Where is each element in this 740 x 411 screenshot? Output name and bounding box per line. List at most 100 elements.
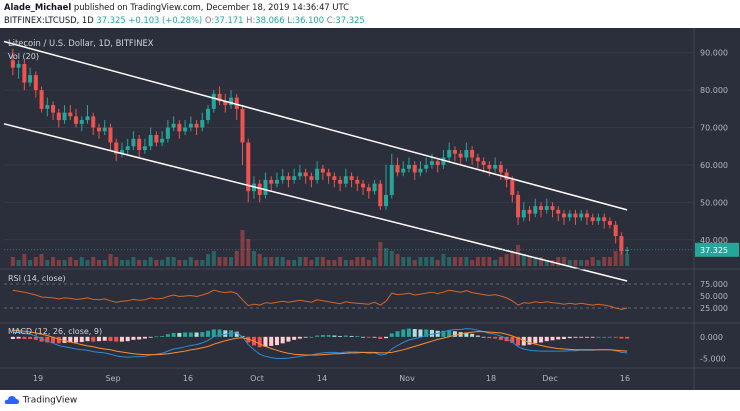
macd-histogram-bar bbox=[384, 336, 389, 339]
macd-histogram-bar bbox=[131, 336, 136, 340]
candle-body bbox=[343, 176, 348, 184]
macd-histogram-bar bbox=[96, 336, 101, 342]
volume-bars bbox=[10, 230, 630, 266]
candle-body bbox=[326, 172, 331, 177]
candle-body bbox=[366, 187, 371, 192]
macd-histogram-bar bbox=[320, 335, 325, 337]
macd-histogram-bar bbox=[372, 336, 377, 338]
volume-bar bbox=[395, 254, 400, 266]
candle-body bbox=[280, 176, 285, 180]
candle-body bbox=[16, 63, 21, 68]
chart-title: Litecoin / U.S. Dollar, 1D, BITFINEX bbox=[8, 38, 154, 48]
macd-histogram-bar bbox=[550, 336, 555, 341]
macd-histogram-bar bbox=[10, 336, 15, 339]
volume-bar bbox=[584, 260, 589, 266]
macd-histogram-bar bbox=[292, 336, 297, 340]
last-close: 37.325 bbox=[96, 15, 126, 25]
volume-bar bbox=[533, 257, 538, 266]
volume-bar bbox=[332, 260, 337, 266]
volume-bar bbox=[464, 257, 469, 266]
macd-histogram-bar bbox=[28, 336, 33, 339]
author-name[interactable]: Alade_Michael bbox=[4, 2, 72, 12]
candle-body bbox=[39, 90, 44, 109]
volume-bar bbox=[251, 251, 256, 266]
volume-bar bbox=[487, 257, 492, 266]
publish-info: published on TradingView.com, December 1… bbox=[73, 2, 349, 12]
price-tick-label: 60.000 bbox=[700, 161, 728, 170]
macd-histogram-bar bbox=[114, 336, 119, 342]
macd-histogram-bar bbox=[74, 336, 79, 343]
candle-body bbox=[303, 172, 308, 177]
channel-upper-line bbox=[3, 40, 628, 211]
macd-histogram-bar bbox=[418, 329, 423, 337]
price-chart[interactable]: 75.000 50.000 25.000 0.000 -5.000 90.000 80.… bbox=[0, 28, 740, 390]
volume-bar bbox=[39, 254, 44, 266]
volume-bar bbox=[74, 260, 79, 266]
candle-body bbox=[234, 97, 239, 109]
macd-histogram-bar bbox=[160, 335, 165, 337]
volume-bar bbox=[447, 257, 452, 266]
macd-histogram-bar bbox=[441, 330, 446, 337]
price-axis: 90.000 80.000 70.000 60.000 50.000 40.00037.3… bbox=[0, 28, 740, 390]
symbol-label: BITFINEX:LTCUSD, 1D bbox=[4, 15, 94, 25]
candles[interactable] bbox=[10, 48, 630, 255]
macd-histogram-bar bbox=[613, 336, 618, 338]
candle-body bbox=[556, 209, 561, 214]
macd-histogram-bar bbox=[361, 336, 366, 338]
macd-histogram-bar bbox=[257, 336, 262, 348]
tradingview-logo[interactable]: TradingView bbox=[4, 394, 77, 406]
candle-body bbox=[498, 164, 503, 173]
volume-bar bbox=[602, 257, 607, 266]
macd-histogram-bar bbox=[137, 336, 142, 340]
macd-histogram-bar bbox=[177, 332, 182, 337]
macd-histogram-bar bbox=[338, 335, 343, 337]
volume-bar bbox=[142, 260, 147, 266]
candle-body bbox=[412, 164, 417, 173]
volume-bar bbox=[10, 257, 15, 266]
macd-histogram-bar bbox=[366, 336, 371, 338]
volume-bar bbox=[45, 260, 50, 266]
candle-body bbox=[349, 176, 354, 180]
candle-body bbox=[596, 217, 601, 222]
candle-body bbox=[108, 127, 113, 143]
candle-body bbox=[527, 209, 532, 214]
grid bbox=[4, 52, 694, 241]
macd-histogram-bar bbox=[395, 331, 400, 337]
candle-body bbox=[85, 116, 90, 121]
macd-histogram-bar bbox=[148, 336, 153, 338]
macd-histogram-bar bbox=[487, 336, 492, 339]
high-value: 38.066 bbox=[255, 15, 285, 25]
macd-histogram-bar bbox=[516, 336, 521, 346]
macd-histogram-bar bbox=[280, 336, 285, 344]
macd-histogram-bar bbox=[22, 336, 27, 339]
candle-body bbox=[79, 120, 84, 124]
macd-histogram-bar bbox=[200, 332, 205, 337]
channel-lower-line bbox=[3, 123, 628, 282]
candle-body bbox=[429, 161, 434, 165]
volume-bar bbox=[62, 260, 67, 266]
volume-bar bbox=[165, 257, 170, 266]
chart-area[interactable]: 75.000 50.000 25.000 0.000 -5.000 90.000 80.… bbox=[0, 28, 740, 390]
macd-histogram-bar bbox=[125, 336, 130, 342]
macd-histogram-bar bbox=[475, 335, 480, 337]
candle-body bbox=[223, 101, 228, 106]
candle-body bbox=[206, 108, 211, 121]
candle-body bbox=[464, 150, 469, 158]
macd-histogram-bar bbox=[424, 329, 429, 337]
volume-bar bbox=[16, 260, 21, 266]
macd-histogram-bar bbox=[481, 336, 486, 338]
candle-body bbox=[338, 179, 343, 184]
volume-bar bbox=[240, 230, 245, 266]
volume-bar bbox=[125, 260, 130, 266]
volume-bar bbox=[217, 257, 222, 266]
macd-histogram-bar bbox=[263, 336, 268, 347]
candle-body bbox=[355, 179, 360, 184]
open-value: 37.171 bbox=[214, 15, 244, 25]
close-label: C: bbox=[326, 15, 336, 25]
macd-histogram-bar bbox=[401, 329, 406, 337]
channel-lines[interactable] bbox=[3, 40, 628, 282]
volume-bar bbox=[539, 257, 544, 266]
candle-body bbox=[475, 157, 480, 162]
macd-histogram-bar bbox=[108, 336, 113, 342]
macd-histogram-bar bbox=[429, 329, 434, 337]
